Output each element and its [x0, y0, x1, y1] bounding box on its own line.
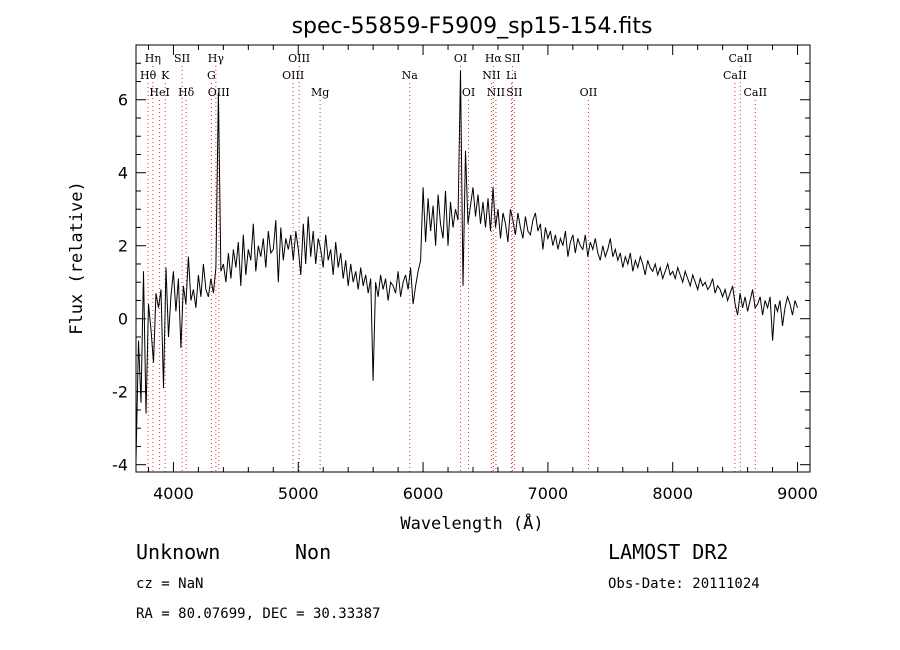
x-tick-label: 7000	[528, 484, 569, 503]
object-class: Unknown	[136, 540, 220, 564]
spectral-line-label: Hθ	[140, 69, 157, 82]
spectral-line-label: Hγ	[208, 52, 225, 65]
axis-ticks	[136, 45, 810, 472]
spectral-line-label: SII	[504, 52, 520, 65]
spectral-line-label: OIII	[288, 52, 310, 65]
spectral-line-label: Na	[402, 69, 419, 82]
y-tick-label: -2	[112, 383, 128, 402]
spectral-line-label: SII	[506, 86, 522, 99]
y-tick-label: 0	[118, 310, 128, 329]
x-tick-label: 9000	[777, 484, 818, 503]
spectral-line-label: OIII	[282, 69, 304, 82]
spectral-line-label: Hδ	[178, 86, 195, 99]
x-tick-label: 4000	[153, 484, 194, 503]
axis-tick-labels: 4000 5000 6000 7000 8000 9000 -4 -2 0 2 4 6	[112, 91, 818, 503]
spectral-line-label: CaII	[723, 69, 747, 82]
y-tick-label: 4	[118, 164, 128, 183]
spectral-line-label: CaII	[743, 86, 767, 99]
spectral-line-markers	[147, 66, 756, 472]
spectral-line-label: NII	[487, 86, 505, 99]
spectral-line-label: OI	[462, 86, 475, 99]
survey-name: LAMOST DR2	[608, 540, 728, 564]
y-axis-label: Flux (relative)	[67, 181, 87, 335]
chart-title: spec-55859-F5909_sp15-154.fits	[292, 14, 653, 39]
x-tick-label: 5000	[278, 484, 319, 503]
plot-area	[135, 70, 798, 462]
redshift-cz: cz = NaN	[136, 576, 203, 592]
x-tick-label: 8000	[652, 484, 693, 503]
spectral-line-label: Hα	[485, 52, 503, 65]
spectral-line-label: Li	[506, 69, 517, 82]
y-tick-label: 6	[118, 91, 128, 110]
spectral-line-label: OI	[454, 52, 467, 65]
x-axis-label: Wavelength (Å)	[400, 512, 543, 534]
spectral-line-label: SII	[174, 52, 190, 65]
spectral-line-label: Mg	[311, 86, 329, 99]
spectral-line-label: G	[207, 69, 216, 82]
spectral-line-label: HeI	[149, 86, 169, 99]
spectral-line-label: NII	[482, 69, 500, 82]
y-tick-label: -4	[112, 456, 128, 475]
coordinates: RA = 80.07699, DEC = 30.33387	[136, 606, 380, 622]
object-subclass: Non	[295, 540, 331, 564]
spectral-line-label: OII	[580, 86, 598, 99]
observation-date: Obs-Date: 20111024	[608, 576, 760, 592]
flux-series-line	[135, 70, 798, 462]
y-tick-label: 2	[118, 237, 128, 256]
spectral-line-label: CaII	[729, 52, 753, 65]
x-tick-label: 6000	[403, 484, 444, 503]
spectral-line-label: Hη	[145, 52, 161, 65]
spectral-line-label: K	[161, 69, 170, 82]
